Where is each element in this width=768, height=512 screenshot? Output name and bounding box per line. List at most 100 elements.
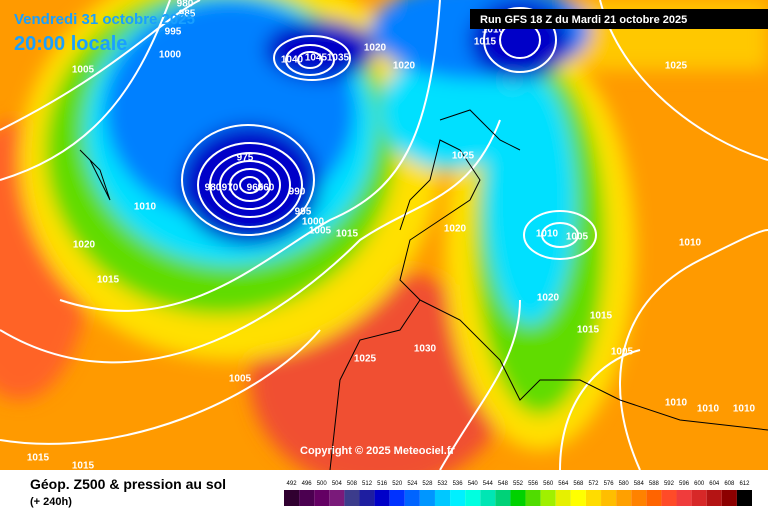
scale-swatch	[691, 490, 707, 506]
run-info: Run GFS 18 Z du Mardi 21 octobre 2025	[480, 14, 687, 26]
map-area	[0, 0, 768, 470]
isobar-label: 960	[258, 183, 275, 194]
scale-swatch	[480, 490, 496, 506]
isobar-label: 970	[222, 183, 239, 194]
scale-label: 536	[453, 481, 464, 487]
isobar-label: 1010	[134, 202, 157, 213]
scale-label: 608	[724, 481, 735, 487]
isobar-label: 975	[237, 153, 254, 164]
isobar-label: 1020	[537, 293, 560, 304]
scale-swatch	[616, 490, 632, 506]
scale-swatch	[329, 490, 345, 506]
isobar-label: 1030	[414, 344, 437, 355]
copyright: Copyright © 2025 Meteociel.fr	[300, 445, 456, 457]
isobar-label: 965	[247, 183, 264, 194]
scale-label: 516	[377, 481, 388, 487]
scale-swatch	[344, 490, 360, 506]
scale-label: 508	[347, 481, 358, 487]
scale-swatch	[314, 490, 330, 506]
scale-label: 564	[558, 481, 569, 487]
scale-label: 612	[739, 481, 750, 487]
scale-label: 532	[438, 481, 449, 487]
scale-swatch	[646, 490, 662, 506]
scale-swatch	[555, 490, 571, 506]
scale-label: 592	[664, 481, 675, 487]
date: Vendredi 31 octobre 2025	[14, 11, 195, 28]
scale-swatch	[525, 490, 541, 506]
scale-label: 600	[694, 481, 705, 487]
isobar-label: 1010	[679, 238, 702, 249]
scale-label: 576	[604, 481, 615, 487]
isobar-labels: 1005100099598598010201020101510101025102…	[27, 0, 756, 472]
run-bar	[470, 9, 768, 29]
color-scale: 492 496 500 504 508 512 516 520 524 528 532 536 540 5…	[284, 481, 752, 506]
isobar-label: 1020	[444, 224, 467, 235]
isobar-label: 1010	[697, 404, 720, 415]
isobar-label: 1020	[364, 43, 387, 54]
scale-swatch	[661, 490, 677, 506]
scale-label: 568	[573, 481, 584, 487]
scale-swatch	[284, 490, 300, 506]
isobar-label: 1015	[590, 311, 613, 322]
isobar-label: 1005	[229, 374, 252, 385]
scale-label: 540	[468, 481, 479, 487]
isobar-label: 1020	[73, 240, 96, 251]
scale-swatch	[676, 490, 692, 506]
isobar-label: 1025	[354, 354, 377, 365]
scale-swatch	[601, 490, 617, 506]
scale-label: 500	[317, 481, 328, 487]
scale-swatch	[540, 490, 556, 506]
isobar-label: 1015	[27, 453, 50, 464]
legend-title: Géop. Z500 & pression au sol	[30, 476, 226, 492]
scale-label: 544	[483, 481, 494, 487]
scale-swatch	[631, 490, 647, 506]
isobar-label: 1025	[452, 151, 475, 162]
isobar-label: 1010	[482, 25, 505, 36]
scale-label: 580	[619, 481, 630, 487]
isobar-label: 1005	[566, 232, 589, 243]
time: 20:00 locale	[14, 33, 127, 55]
scale-label: 560	[543, 481, 554, 487]
isobar-label: 1040	[281, 55, 304, 66]
isobar-label: 1005	[611, 347, 634, 358]
scale-swatch	[495, 490, 511, 506]
scale-label: 520	[392, 481, 403, 487]
isobar-label: 1045	[305, 53, 328, 64]
scale-label: 584	[634, 481, 645, 487]
scale-swatch	[434, 490, 451, 506]
isobar-label: 1015	[474, 37, 497, 48]
isobar-label: 980	[205, 183, 222, 194]
scale-label: 524	[407, 481, 418, 487]
scale-swatch	[419, 490, 435, 506]
isobar-label: 990	[289, 187, 306, 198]
scale-swatch	[389, 490, 405, 506]
scale-swatch	[359, 490, 375, 506]
scale-swatch	[510, 490, 526, 506]
scale-label: 588	[649, 481, 660, 487]
scale-label: 496	[302, 481, 313, 487]
isobar-label: 1025	[665, 61, 688, 72]
isobar-label: 985	[179, 9, 196, 20]
scale-label: 548	[498, 481, 509, 487]
isobar-label: 995	[165, 27, 182, 38]
scale-label: 596	[679, 481, 690, 487]
scale-label: 572	[588, 481, 599, 487]
scale-label: 552	[513, 481, 524, 487]
isobar-label: 1005	[72, 65, 95, 76]
isobar-label: 1015	[72, 461, 95, 472]
legend-subtitle: (+ 240h)	[30, 496, 72, 508]
scale-swatch	[706, 490, 722, 506]
scale-swatch	[374, 490, 390, 506]
scale-label: 492	[287, 481, 298, 487]
isobar-label: 1015	[577, 325, 600, 336]
scale-swatch	[299, 490, 315, 506]
isobar-label: 1005	[309, 226, 332, 237]
scale-swatch	[465, 490, 481, 506]
isobar-label: 1010	[665, 398, 688, 409]
isobar-label: 995	[295, 207, 312, 218]
isobar-label: 1020	[393, 61, 416, 72]
isobar-label: 1015	[336, 229, 359, 240]
scale-label: 512	[362, 481, 373, 487]
scale-swatch	[450, 490, 466, 506]
